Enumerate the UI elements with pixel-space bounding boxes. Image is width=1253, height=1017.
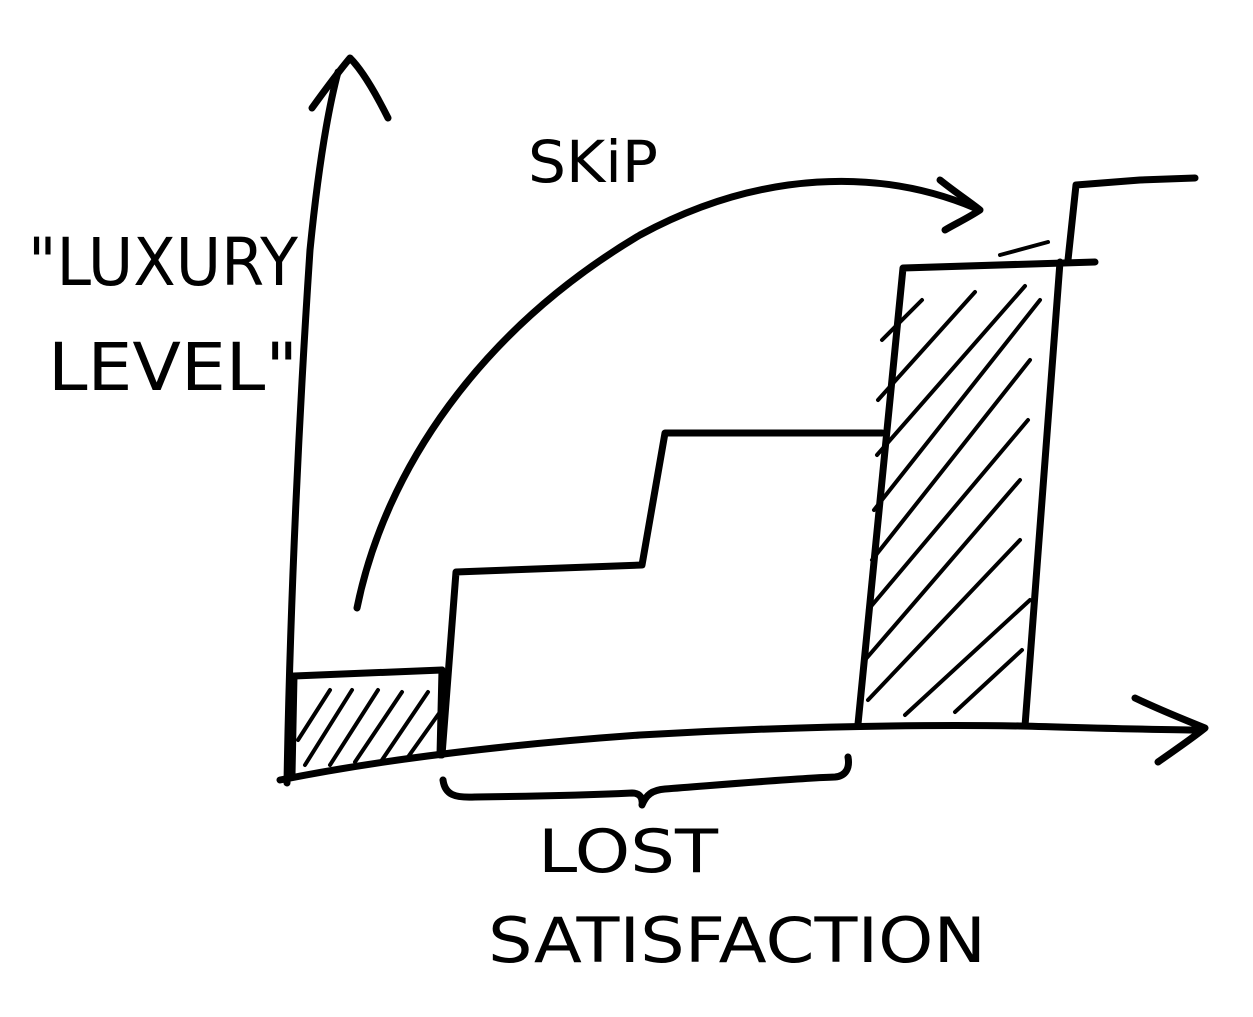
y-axis-label-line2: LEVEL" <box>48 329 298 406</box>
lost-satisfaction-bracket <box>439 753 852 809</box>
intermediate-steps <box>438 429 886 759</box>
y-axis <box>283 54 392 787</box>
satisfaction-label: SATISFACTION <box>488 904 986 977</box>
skip-label: SKiP <box>528 128 658 196</box>
x-axis <box>276 694 1209 784</box>
top-step <box>1064 174 1199 264</box>
y-axis-label-line1: "LUXURY <box>28 224 299 301</box>
low-level-hatched-block <box>288 666 446 779</box>
lost-label: LOST <box>538 817 718 887</box>
high-level-hatched-block <box>854 240 1099 730</box>
skip-arrow <box>353 176 984 612</box>
